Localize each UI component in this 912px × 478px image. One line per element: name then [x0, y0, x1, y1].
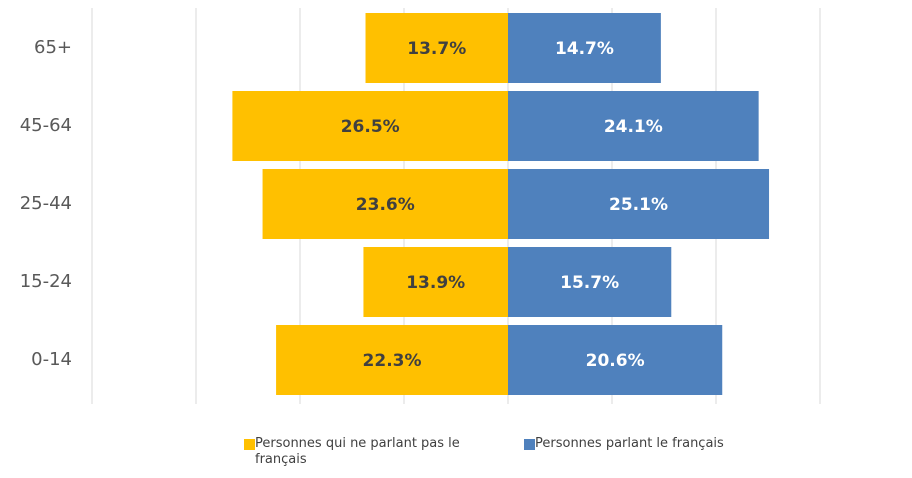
- bar: [508, 325, 723, 395]
- bar: [508, 91, 759, 161]
- y-tick-label: 65+: [34, 37, 72, 58]
- y-tick-label: 45-64: [20, 115, 72, 136]
- legend-item: Personnes qui ne parlant pas le français: [244, 436, 494, 468]
- y-tick-label: 0-14: [31, 349, 72, 370]
- bar: [508, 247, 672, 317]
- data-label: 24.1%: [604, 117, 663, 137]
- bar: [276, 325, 508, 395]
- data-label: 20.6%: [586, 351, 645, 371]
- bar: [365, 13, 508, 83]
- legend-item: Personnes parlant le français: [524, 436, 784, 452]
- data-label: 23.6%: [356, 195, 415, 215]
- bar: [363, 247, 508, 317]
- bar: [262, 169, 508, 239]
- data-label: 26.5%: [341, 117, 400, 137]
- legend-swatch: [244, 439, 255, 450]
- data-label: 22.3%: [363, 351, 422, 371]
- legend-swatch: [524, 439, 535, 450]
- data-label: 25.1%: [609, 195, 668, 215]
- bar: [232, 91, 508, 161]
- data-label: 13.7%: [407, 39, 466, 59]
- legend-label: Personnes parlant le français: [535, 436, 724, 451]
- data-label: 14.7%: [555, 39, 614, 59]
- data-label: 15.7%: [560, 273, 619, 293]
- y-tick-label: 15-24: [20, 271, 72, 292]
- y-tick-label: 25-44: [20, 193, 72, 214]
- bar: [508, 169, 770, 239]
- legend-label: Personnes qui ne parlant pas le français: [255, 436, 460, 467]
- data-label: 13.9%: [406, 273, 465, 293]
- bar: [508, 13, 661, 83]
